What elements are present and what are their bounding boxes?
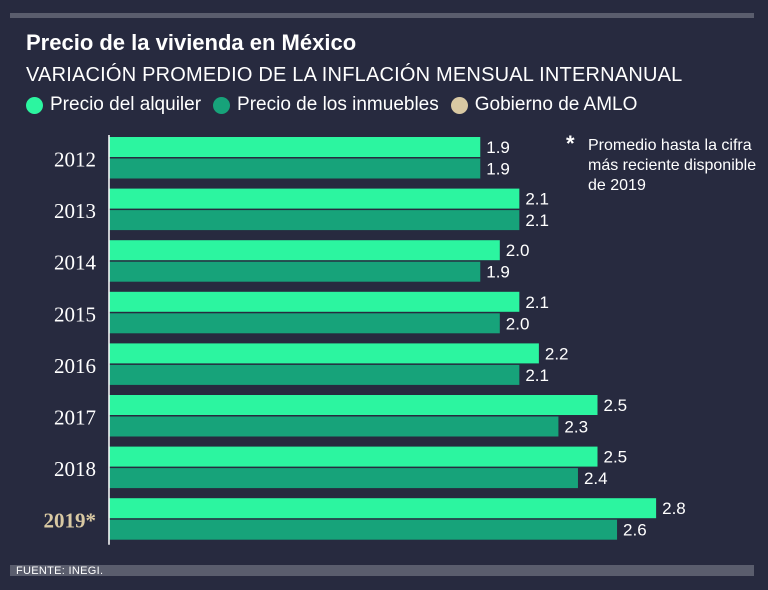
value-label-alquiler-2015: 2.1 bbox=[525, 293, 549, 312]
legend-label-alquiler: Precio del alquiler bbox=[50, 94, 202, 115]
legend-label-amlo: Gobierno de AMLO bbox=[474, 94, 638, 115]
value-label-inmuebles-2013: 2.1 bbox=[525, 211, 549, 230]
bar-inmuebles-2014 bbox=[109, 261, 481, 282]
value-label-alquiler-2019: 2.8 bbox=[662, 499, 686, 518]
value-label-inmuebles-2019: 2.6 bbox=[623, 521, 647, 540]
legend-item-amlo: Gobierno de AMLO bbox=[450, 94, 638, 116]
bar-inmuebles-2015 bbox=[109, 313, 500, 334]
year-label-2014: 2014 bbox=[54, 251, 97, 275]
legend-item-alquiler: Precio del alquiler bbox=[26, 94, 201, 116]
top-rule bbox=[10, 13, 754, 18]
legend-label-inmuebles: Precio de los inmuebles bbox=[237, 94, 439, 115]
year-label-2016: 2016 bbox=[54, 354, 96, 378]
value-label-inmuebles-2018: 2.4 bbox=[584, 469, 608, 488]
bar-alquiler-2016 bbox=[109, 343, 539, 364]
bar-inmuebles-2018 bbox=[109, 468, 578, 489]
legend-dot-amlo bbox=[450, 96, 468, 114]
bar-inmuebles-2016 bbox=[109, 364, 520, 385]
value-label-alquiler-2018: 2.5 bbox=[604, 448, 628, 467]
legend-dot-inmuebles bbox=[213, 96, 231, 114]
bar-alquiler-2012 bbox=[109, 137, 481, 157]
value-label-alquiler-2013: 2.1 bbox=[525, 190, 549, 209]
bar-alquiler-2015 bbox=[109, 291, 520, 312]
value-label-inmuebles-2015: 2.0 bbox=[506, 314, 530, 333]
value-label-alquiler-2017: 2.5 bbox=[604, 396, 628, 415]
value-label-alquiler-2016: 2.2 bbox=[545, 344, 569, 363]
bar-alquiler-2017 bbox=[109, 395, 598, 415]
bar-alquiler-2014 bbox=[109, 240, 500, 261]
bar-inmuebles-2013 bbox=[109, 210, 520, 231]
footnote-text: Promedio hasta la cifra más reciente dis… bbox=[588, 137, 757, 194]
legend: Precio del alquiler Precio de los inmueb… bbox=[26, 94, 649, 116]
footnote-marker: * bbox=[566, 131, 575, 156]
bar-alquiler-2013 bbox=[109, 188, 520, 209]
bar-alquiler-2019 bbox=[109, 498, 657, 519]
bar-inmuebles-2012 bbox=[109, 158, 481, 179]
year-label-2018: 2018 bbox=[54, 457, 96, 481]
chart-subtitle: VARIACIÓN PROMEDIO DE LA INFLACIÓN MENSU… bbox=[26, 64, 683, 86]
bar-inmuebles-2019 bbox=[109, 519, 618, 540]
source-note: FUENTE: INEGI. bbox=[16, 565, 104, 577]
value-label-alquiler-2014: 2.0 bbox=[506, 241, 530, 260]
value-label-inmuebles-2012: 1.9 bbox=[486, 160, 510, 179]
bottom-rule bbox=[10, 565, 754, 576]
legend-dot-alquiler bbox=[26, 96, 43, 114]
year-label-2012: 2012 bbox=[54, 148, 96, 172]
value-label-inmuebles-2014: 1.9 bbox=[486, 263, 510, 282]
legend-item-inmuebles: Precio de los inmuebles bbox=[213, 94, 439, 116]
bar-inmuebles-2017 bbox=[109, 416, 559, 437]
value-label-inmuebles-2016: 2.1 bbox=[525, 366, 549, 385]
chart-title: Precio de la vivienda en México bbox=[26, 30, 357, 55]
year-label-2015: 2015 bbox=[54, 302, 96, 326]
value-label-alquiler-2012: 1.9 bbox=[486, 138, 510, 157]
year-label-2017: 2017 bbox=[54, 406, 96, 430]
value-label-inmuebles-2017: 2.3 bbox=[564, 418, 588, 437]
bar-alquiler-2018 bbox=[109, 446, 598, 467]
year-label-2019: 2019* bbox=[44, 509, 97, 533]
year-label-2013: 2013 bbox=[54, 199, 96, 223]
